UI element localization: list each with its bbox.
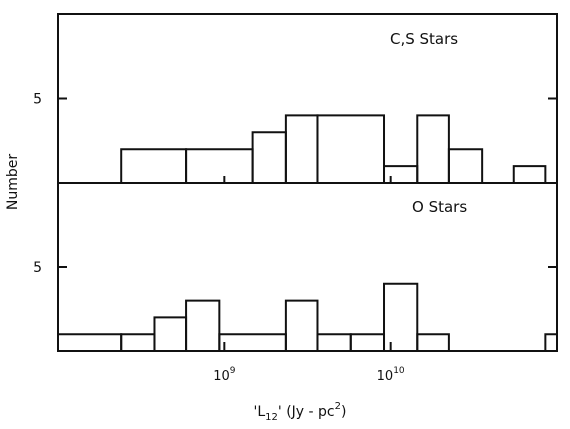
- histogram-bar: [512, 165, 547, 183]
- histogram-bar: [383, 282, 419, 351]
- x-tick-label: 1010: [377, 366, 405, 384]
- histogram-bar: [153, 316, 188, 351]
- histogram-bar: [316, 333, 352, 351]
- histogram-bar: [349, 333, 386, 351]
- histogram-bar: [316, 114, 386, 183]
- histogram-bar: [218, 333, 287, 351]
- histogram-bar: [57, 333, 123, 351]
- y-tick-label-top: 5: [33, 92, 42, 108]
- histogram-bar: [416, 114, 450, 183]
- histogram-bar: [383, 165, 419, 183]
- histogram-bar: [284, 114, 319, 183]
- histogram-bar: [544, 333, 558, 351]
- histogram-bar: [284, 299, 319, 351]
- histogram-bar: [120, 333, 156, 351]
- histogram-bar: [185, 148, 254, 183]
- panel-label-cs: C,S Stars: [390, 30, 458, 48]
- y-tick-label-bottom: 5: [33, 260, 42, 276]
- histogram-bar: [416, 333, 450, 351]
- histogram-bar: [120, 148, 188, 183]
- histogram-bar: [185, 299, 221, 351]
- y-axis-title: Number: [5, 154, 21, 210]
- x-tick-label: 109: [213, 366, 236, 384]
- histogram-bar: [251, 131, 287, 183]
- x-axis-title: 'L12' (Jy - pc2): [254, 401, 347, 423]
- histogram-bar: [447, 148, 484, 183]
- panel-label-o: O Stars: [412, 198, 467, 216]
